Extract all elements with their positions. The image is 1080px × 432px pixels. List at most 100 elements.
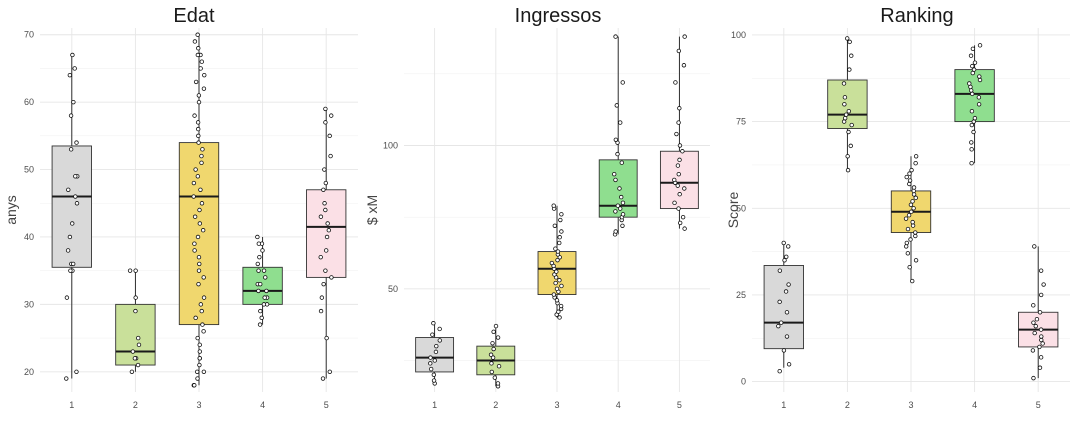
- data-point: [264, 288, 269, 294]
- data-point: [779, 320, 784, 325]
- data-point: [913, 160, 918, 166]
- data-point: [201, 329, 206, 334]
- box-1: [415, 323, 455, 384]
- data-point: [68, 147, 74, 152]
- data-point: [495, 335, 501, 340]
- x-tick-label: 1: [781, 400, 786, 410]
- chart-panel-2: 50 100 1 2 3 4 5 Ingressos $ xM: [364, 5, 710, 410]
- y-tick-label: 30: [24, 299, 34, 309]
- data-point: [617, 186, 622, 191]
- data-point: [71, 99, 76, 105]
- box-body: [51, 145, 92, 268]
- data-point: [972, 115, 978, 121]
- data-point: [559, 229, 564, 234]
- data-point: [199, 160, 204, 166]
- data-point: [781, 240, 786, 246]
- data-point: [847, 39, 852, 45]
- data-point: [195, 120, 201, 125]
- data-point: [259, 315, 264, 321]
- y-axis-title: anys: [3, 195, 19, 225]
- data-point: [555, 249, 561, 254]
- box-body: [242, 266, 283, 305]
- data-point: [1040, 341, 1045, 346]
- data-point: [318, 254, 323, 260]
- data-point: [904, 240, 910, 246]
- y-tick-label: 75: [736, 117, 746, 127]
- data-point: [908, 202, 914, 207]
- data-point: [777, 299, 782, 305]
- data-point: [969, 147, 974, 152]
- points-2: [841, 36, 854, 173]
- data-point: [192, 39, 198, 44]
- data-point: [842, 115, 848, 121]
- data-point: [198, 302, 204, 307]
- y-tick-label: 60: [24, 97, 34, 107]
- y-tick-label: 40: [24, 232, 34, 242]
- data-point: [848, 143, 853, 149]
- y-tick-label: 70: [24, 30, 34, 40]
- data-point: [1034, 317, 1040, 322]
- box-body: [115, 303, 156, 366]
- data-point: [428, 361, 433, 366]
- data-point: [197, 221, 203, 226]
- data-point: [676, 120, 681, 125]
- data-point: [619, 194, 624, 200]
- data-point: [554, 286, 560, 292]
- data-point: [324, 234, 330, 240]
- box-body: [763, 265, 804, 350]
- x-tick-label: 5: [324, 400, 329, 410]
- data-point: [256, 241, 262, 246]
- data-point: [909, 209, 914, 214]
- data-point: [199, 153, 204, 159]
- data-point: [70, 52, 75, 58]
- data-point: [193, 167, 198, 172]
- data-point: [255, 261, 260, 267]
- chart-title: Ingressos: [515, 5, 602, 27]
- data-point: [432, 358, 437, 363]
- data-point: [613, 34, 618, 39]
- data-point: [849, 122, 854, 128]
- data-point: [193, 79, 199, 85]
- data-point: [558, 217, 563, 223]
- data-point: [197, 207, 202, 213]
- box-body: [178, 142, 220, 326]
- data-point: [490, 355, 496, 360]
- data-point: [428, 355, 433, 360]
- data-point: [906, 212, 912, 218]
- data-point: [677, 106, 682, 111]
- data-point: [913, 230, 918, 235]
- chart-title: Ranking: [880, 5, 953, 27]
- data-point: [777, 268, 783, 273]
- data-point: [195, 335, 200, 341]
- data-point: [136, 342, 142, 348]
- data-point: [323, 106, 328, 112]
- x-tick-label: 5: [677, 400, 682, 410]
- data-point: [846, 108, 852, 114]
- data-point: [681, 63, 687, 68]
- data-point: [967, 81, 972, 86]
- data-point: [970, 70, 975, 76]
- data-point: [322, 201, 327, 206]
- data-point: [1039, 334, 1044, 339]
- data-point: [555, 257, 560, 263]
- points-5: [1030, 244, 1046, 381]
- data-point: [132, 356, 138, 361]
- box-body: [415, 337, 455, 373]
- points-3: [903, 154, 919, 284]
- data-point: [904, 174, 909, 180]
- data-point: [431, 378, 437, 383]
- data-point: [197, 342, 202, 348]
- data-point: [70, 261, 76, 267]
- data-point: [784, 310, 790, 315]
- chart-title: Edat: [173, 5, 215, 27]
- data-point: [200, 322, 205, 327]
- data-point: [682, 226, 687, 231]
- data-point: [969, 122, 975, 128]
- data-point: [613, 209, 618, 214]
- data-point: [201, 295, 207, 300]
- data-point: [557, 315, 562, 320]
- data-point: [620, 200, 626, 206]
- data-point: [201, 369, 207, 374]
- data-point: [322, 167, 327, 172]
